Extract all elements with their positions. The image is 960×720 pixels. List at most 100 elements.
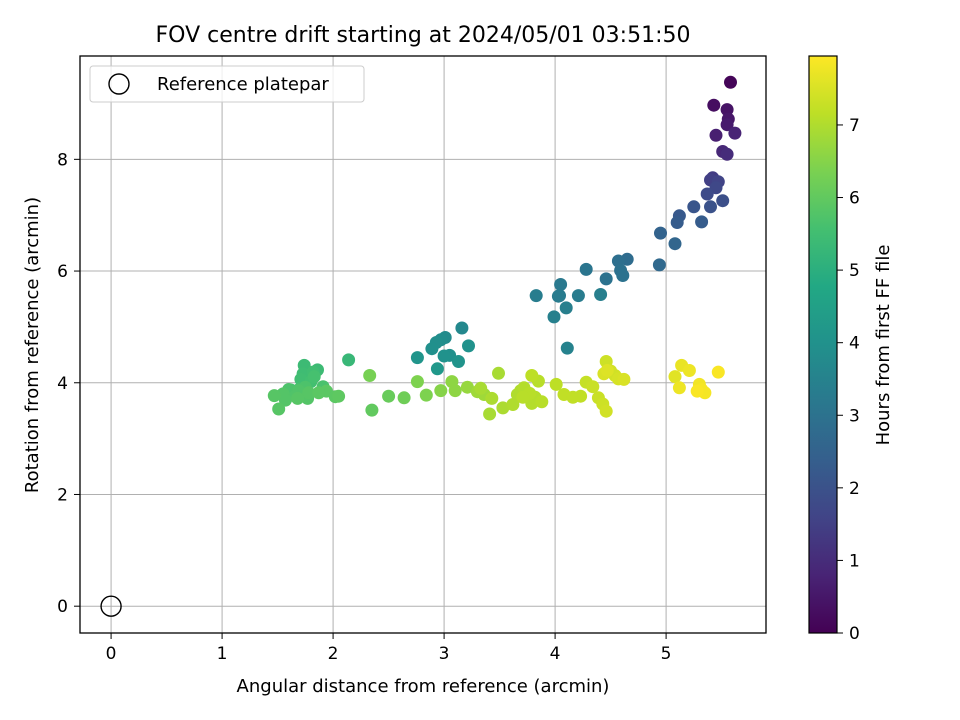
plot-frame	[79, 55, 767, 634]
data-points	[267, 75, 742, 421]
legend-box	[89, 65, 365, 103]
data-point	[594, 288, 608, 301]
data-point	[709, 128, 723, 142]
chart-title: FOV centre drift starting at 2024/05/01 …	[156, 23, 691, 48]
data-point	[700, 187, 714, 201]
data-point	[410, 351, 424, 365]
legend: Reference platepar	[89, 65, 365, 103]
data-point	[586, 380, 600, 394]
data-point	[668, 370, 682, 384]
data-point	[525, 369, 539, 382]
x-tick-label: 3	[439, 644, 450, 664]
data-point	[687, 200, 701, 214]
data-point	[496, 401, 510, 415]
colorbar-tick-label: 6	[849, 189, 860, 209]
y-tick-label: 8	[57, 150, 68, 170]
data-point	[492, 366, 505, 380]
colorbar-tick-label: 3	[849, 406, 860, 426]
data-point	[547, 310, 561, 324]
data-point	[716, 194, 730, 208]
y-axis-label: Rotation from reference (arcmin)	[22, 197, 43, 493]
data-point	[551, 289, 565, 303]
colorbar-tick-label: 5	[849, 261, 860, 281]
x-tick-label: 2	[328, 644, 339, 664]
data-point	[617, 372, 631, 386]
data-point	[579, 262, 593, 276]
colorbar-tick-label: 0	[849, 624, 860, 644]
reference-marker	[100, 595, 122, 617]
data-point	[724, 75, 737, 89]
data-point	[516, 390, 530, 404]
data-point	[672, 381, 686, 395]
data-point	[554, 278, 568, 291]
data-point	[704, 200, 717, 214]
data-point	[695, 215, 709, 229]
data-point	[363, 369, 377, 382]
colorbar-tick-label: 1	[849, 551, 860, 571]
y-tick-label: 4	[57, 374, 68, 394]
data-point	[462, 339, 475, 353]
data-point	[382, 389, 396, 403]
data-point	[342, 353, 356, 367]
data-point	[419, 388, 433, 402]
data-point	[711, 365, 725, 379]
data-point	[448, 384, 462, 398]
data-point	[559, 301, 573, 315]
colorbar: 0 1 2 3 4 5 6 7 Hours from first FF file	[808, 55, 894, 644]
data-point	[332, 389, 346, 403]
data-point	[728, 126, 742, 140]
data-point	[267, 389, 281, 403]
data-point	[430, 362, 444, 376]
x-tick-label: 0	[106, 644, 117, 664]
data-point	[307, 370, 321, 384]
colorbar-gradient	[808, 55, 838, 634]
data-point	[707, 98, 721, 112]
grid-lines	[80, 56, 766, 633]
data-point	[720, 147, 734, 161]
data-point	[682, 364, 696, 377]
data-point	[397, 391, 411, 405]
colorbar-ticks: 0 1 2 3 4 5 6 7	[837, 116, 860, 644]
colorbar-label: Hours from first FF file	[873, 245, 894, 446]
colorbar-tick-label: 7	[849, 116, 860, 136]
data-point	[312, 386, 326, 400]
data-point	[535, 395, 549, 409]
data-point	[600, 364, 614, 377]
data-point	[599, 272, 613, 286]
data-point	[434, 384, 448, 398]
data-point	[720, 118, 734, 132]
y-axis-ticks: 0 2 4 6 8	[57, 150, 80, 617]
data-point	[616, 269, 630, 282]
legend-label: Reference platepar	[157, 74, 329, 95]
data-point	[506, 398, 520, 411]
data-point	[460, 380, 474, 394]
data-point	[529, 289, 543, 303]
data-point	[483, 407, 497, 421]
data-point	[652, 258, 666, 272]
data-point	[278, 393, 292, 407]
y-tick-label: 0	[57, 597, 68, 617]
data-point	[272, 402, 286, 416]
y-tick-label: 2	[57, 485, 68, 505]
data-point	[599, 404, 613, 418]
data-point	[474, 381, 488, 395]
x-axis-label: Angular distance from reference (arcmin)	[237, 676, 610, 697]
y-tick-label: 6	[57, 262, 68, 282]
data-point	[571, 289, 585, 303]
data-point	[720, 103, 734, 117]
data-point	[410, 375, 424, 389]
data-point	[365, 403, 379, 417]
data-point	[291, 391, 305, 405]
data-point	[560, 341, 574, 355]
data-point	[690, 384, 704, 398]
reference-platepar-point	[100, 595, 122, 617]
data-point	[549, 377, 563, 391]
data-point	[455, 321, 469, 335]
data-point	[425, 342, 439, 356]
colorbar-tick-label: 4	[849, 334, 860, 354]
data-point	[670, 216, 684, 229]
data-point	[668, 237, 682, 251]
data-point	[437, 349, 451, 363]
data-point	[654, 226, 667, 240]
